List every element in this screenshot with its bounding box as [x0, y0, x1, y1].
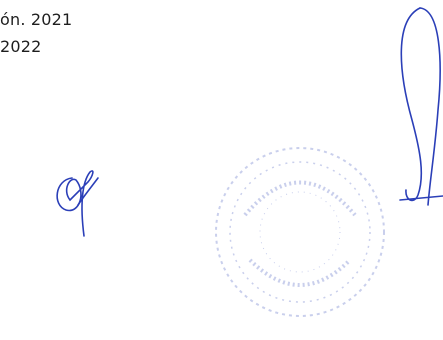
text-line: 2022 [0, 37, 42, 56]
text-line: ón. 2021 [0, 10, 73, 29]
signature [56, 170, 99, 237]
signature [399, 7, 443, 206]
stamp [215, 147, 385, 317]
